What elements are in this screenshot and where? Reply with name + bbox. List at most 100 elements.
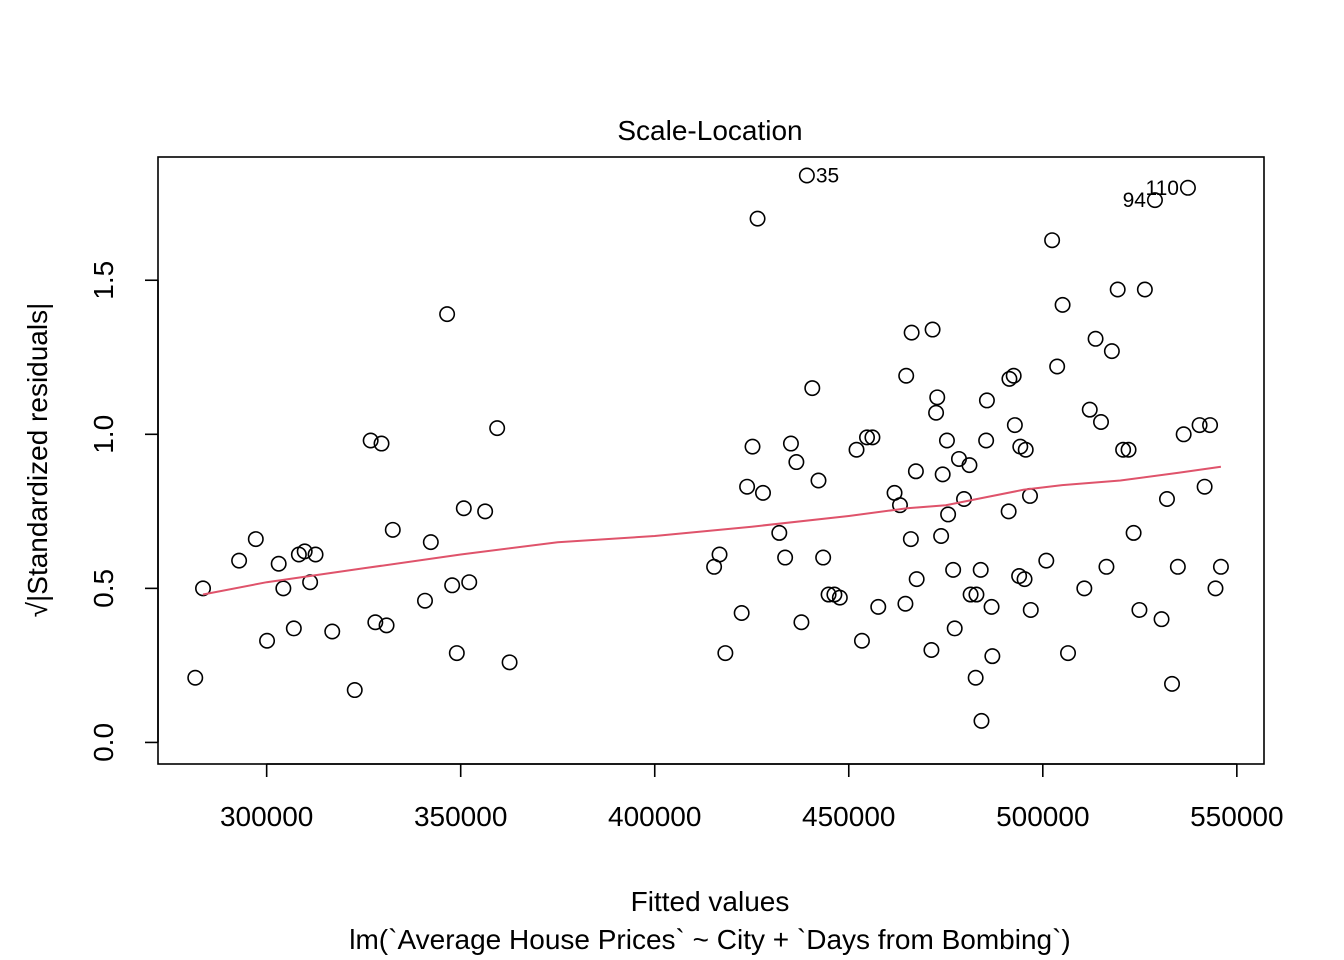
data-point	[231, 552, 248, 569]
data-point	[907, 463, 924, 480]
data-point	[744, 438, 761, 455]
data-point	[928, 404, 945, 421]
data-point	[1153, 611, 1170, 628]
data-point	[1103, 343, 1120, 360]
data-point	[1109, 281, 1126, 298]
data-point	[373, 435, 390, 452]
data-point	[1115, 441, 1132, 458]
data-point	[1179, 179, 1196, 196]
data-point	[1146, 192, 1163, 209]
data-point	[384, 521, 401, 538]
data-point	[1087, 330, 1104, 347]
data-point	[717, 645, 734, 662]
data-point	[1136, 281, 1153, 298]
data-point	[1202, 417, 1219, 434]
data-point	[771, 524, 788, 541]
data-point	[848, 441, 865, 458]
data-point	[285, 620, 302, 637]
data-point	[923, 641, 940, 658]
data-point	[788, 454, 805, 471]
data-point	[1093, 413, 1110, 430]
x-tick-label: 450000	[802, 801, 895, 832]
data-point	[439, 306, 456, 323]
data-point	[259, 632, 276, 649]
data-point	[777, 549, 794, 566]
data-point	[831, 589, 848, 606]
data-point	[1054, 296, 1071, 313]
data-point	[815, 549, 832, 566]
data-point	[367, 614, 384, 631]
data-point	[924, 321, 941, 338]
data-points	[187, 167, 1229, 729]
data-point	[961, 457, 978, 474]
data-point	[739, 478, 756, 495]
data-point	[1196, 478, 1213, 495]
data-point	[1022, 601, 1039, 618]
x-tick-label: 350000	[414, 801, 507, 832]
data-point	[195, 580, 212, 597]
data-point	[755, 484, 772, 501]
data-point	[1076, 580, 1093, 597]
data-point	[972, 561, 989, 578]
data-point	[1044, 232, 1061, 249]
data-point	[804, 380, 821, 397]
x-tick-label: 400000	[608, 801, 701, 832]
data-point	[1207, 580, 1224, 597]
data-point	[978, 392, 995, 409]
data-point	[711, 546, 728, 563]
data-point	[933, 527, 950, 544]
smooth-line-group	[202, 465, 1222, 596]
data-point	[902, 531, 919, 548]
point-label: 35	[816, 164, 839, 187]
data-point	[1060, 645, 1077, 662]
data-point	[908, 571, 925, 588]
data-point	[793, 614, 810, 631]
x-axis-label: Fitted values	[631, 886, 790, 917]
y-tick-label: 1.0	[88, 415, 119, 454]
data-point	[782, 435, 799, 452]
data-point	[749, 210, 766, 227]
data-point	[798, 167, 815, 184]
data-point	[1016, 571, 1033, 588]
data-point	[275, 580, 292, 597]
data-point	[891, 497, 908, 514]
y-tick-label: 1.5	[88, 261, 119, 300]
data-point	[1131, 601, 1148, 618]
data-point	[929, 389, 946, 406]
data-point	[501, 654, 518, 671]
data-point	[455, 500, 472, 517]
data-point	[945, 561, 962, 578]
data-point	[296, 543, 313, 560]
data-point	[1000, 503, 1017, 520]
data-point	[1021, 487, 1038, 504]
data-point	[1120, 441, 1137, 458]
data-point	[984, 648, 1001, 665]
data-point	[962, 586, 979, 603]
x-tick-label: 500000	[996, 801, 1089, 832]
data-point	[362, 432, 379, 449]
data-point	[967, 669, 984, 686]
data-point	[956, 491, 973, 508]
data-point	[1006, 417, 1023, 434]
data-point	[247, 531, 264, 548]
x-tick-label: 300000	[220, 801, 313, 832]
plot-frame	[157, 156, 1265, 765]
data-point	[187, 669, 204, 686]
data-point	[897, 595, 914, 612]
data-point	[489, 420, 506, 437]
data-point	[1001, 370, 1018, 387]
data-point	[853, 632, 870, 649]
data-point	[870, 598, 887, 615]
chart-title: Scale-Location	[617, 115, 802, 146]
data-point	[1164, 675, 1181, 692]
data-point	[448, 645, 465, 662]
data-point	[968, 586, 985, 603]
data-point	[1049, 358, 1066, 375]
y-axis-label: √|Standardized residuals|	[22, 303, 53, 618]
data-point	[810, 472, 827, 489]
data-point	[903, 324, 920, 341]
y-tick-label: 0.0	[88, 723, 119, 762]
data-point	[1017, 441, 1034, 458]
